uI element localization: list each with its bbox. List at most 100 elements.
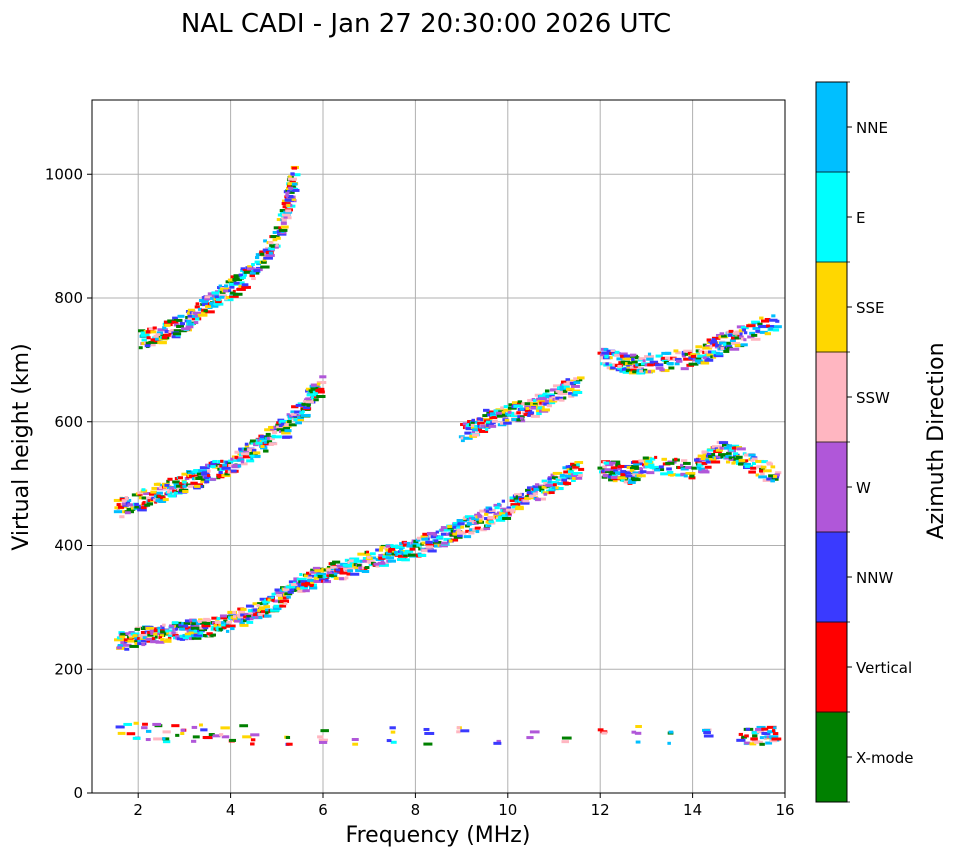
echo-mark [640,470,647,474]
echo-mark [312,390,320,394]
echo-mark [412,541,419,545]
echo-mark [488,507,493,511]
echo-mark [483,508,489,512]
echo-mark [503,405,509,409]
echo-mark [272,599,279,603]
echo-mark [749,331,755,335]
echo-mark [471,418,475,422]
echo-mark [548,491,555,495]
echo-mark [194,305,200,309]
echo-mark [763,731,770,735]
echo-mark [495,518,506,522]
echo-mark [353,559,363,563]
echo-mark [752,734,758,738]
echo-mark [761,460,768,464]
echo-mark [189,474,196,478]
echo-mark [160,630,168,634]
echo-mark [755,459,765,463]
echo-mark [609,356,613,360]
echo-mark [505,512,509,516]
echo-mark [244,442,249,446]
echo-mark [145,626,154,630]
echo-mark [298,414,302,418]
echo-mark [726,451,732,455]
echo-mark [307,578,317,582]
echo-mark [254,615,259,619]
echo-mark [500,406,505,410]
echo-mark [541,408,550,412]
echo-mark [286,186,290,190]
echo-mark [397,552,402,556]
echo-mark [180,485,185,489]
echo-mark [310,396,315,400]
echo-mark [659,368,665,372]
echo-mark [711,336,721,340]
echo-mark [524,409,531,413]
echo-mark [510,414,520,418]
colorbar-segment [816,172,847,263]
echo-mark [558,486,564,490]
echo-mark [396,557,406,561]
echo-mark [720,347,725,351]
echo-mark [263,605,271,609]
echo-mark [406,544,415,548]
echo-mark [519,492,524,496]
echo-mark [365,553,372,557]
echo-mark [353,563,358,567]
echo-mark [550,473,555,477]
echo-mark [240,460,245,464]
echo-mark [191,739,197,743]
echo-mark [526,736,534,740]
echo-mark [147,499,152,503]
echo-mark [675,358,682,362]
echo-mark [273,604,283,608]
echo-mark [759,742,765,746]
echo-mark [513,497,521,501]
echo-mark [172,332,182,336]
echo-mark [316,382,321,386]
echo-mark [239,724,249,728]
echo-mark [184,477,190,481]
echo-mark [386,739,392,743]
echo-mark [256,604,260,608]
echo-mark [549,397,553,401]
echo-mark [219,287,230,291]
echo-mark [187,314,196,318]
echo-mark [765,741,773,745]
echo-mark [188,628,196,632]
echo-mark [522,499,529,503]
echo-mark [759,736,766,740]
echo-mark [216,628,221,632]
plot-frame [91,99,786,794]
echo-mark [144,344,151,348]
echo-mark [172,320,177,324]
echo-mark [162,498,169,502]
echo-mark [560,380,568,384]
echo-mark [217,475,225,479]
echo-mark [756,725,766,729]
colorbar-segment [816,352,847,443]
echo-mark [644,355,655,359]
echo-mark [318,738,329,742]
echo-mark [228,282,239,286]
echo-mark [161,335,168,339]
y-axis-label: Virtual height (km) [9,343,34,550]
echo-mark [358,566,362,570]
echo-mark [350,572,360,576]
echo-mark [735,455,743,459]
echo-mark [500,507,508,511]
echo-mark [718,453,728,457]
echo-mark [493,741,502,745]
echo-mark [171,621,179,625]
chart-title: NAL CADI - Jan 27 20:30:00 2026 UTC [181,9,671,39]
echo-mark [207,474,211,478]
echo-mark [719,341,727,345]
echo-mark [287,177,298,181]
echo-mark [740,337,745,341]
echo-mark [741,735,747,739]
echo-mark [760,465,767,469]
echo-mark [754,740,763,744]
grid-lines [92,100,786,794]
echo-mark [494,506,500,510]
echo-mark [270,596,275,600]
